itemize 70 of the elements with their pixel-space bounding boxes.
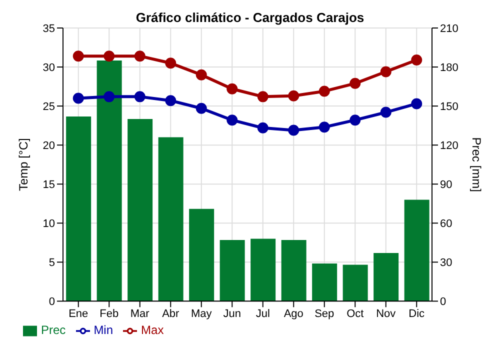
- point: [380, 66, 392, 78]
- point: [411, 98, 422, 110]
- x-tick-label: Ene: [68, 308, 88, 320]
- point: [288, 90, 300, 102]
- x-tick-label: Jul: [256, 308, 270, 320]
- y2-tick-label: 30: [440, 257, 452, 270]
- y-tick-label: 10: [42, 218, 55, 230]
- y-axis-title: Temp [°C]: [16, 138, 30, 191]
- bar: [250, 238, 276, 302]
- point: [72, 92, 84, 104]
- point: [165, 58, 176, 69]
- y-tick-label: 15: [42, 179, 55, 192]
- bar: [189, 208, 214, 302]
- point: [350, 78, 361, 89]
- y-tick-label: 0: [48, 296, 55, 308]
- x-tick-label: Mar: [130, 308, 150, 320]
- bar: [404, 200, 430, 302]
- y2-tick-label: 90: [440, 179, 452, 192]
- x-tick-label: Feb: [100, 308, 119, 320]
- y2-tick-label: 120: [440, 140, 458, 152]
- y-tick-label: 20: [42, 140, 55, 152]
- x-tick-label: Dic: [408, 308, 426, 320]
- point: [226, 114, 238, 126]
- bar: [96, 60, 122, 302]
- point: [165, 95, 176, 106]
- y-tick-label: 35: [42, 22, 55, 35]
- bar: [66, 116, 92, 302]
- point: [288, 124, 300, 136]
- x-tick-label: Ago: [284, 308, 304, 320]
- point: [226, 83, 238, 94]
- point: [196, 69, 207, 80]
- y-tick-label: 25: [42, 100, 55, 113]
- bar: [374, 253, 399, 302]
- legend-label: Max: [141, 323, 164, 338]
- point: [257, 91, 268, 102]
- y2-tick-label: 150: [440, 100, 458, 113]
- point: [257, 122, 268, 134]
- y2-tick-label: 60: [440, 218, 452, 230]
- x-tick-label: Jun: [223, 308, 241, 320]
- point: [104, 91, 115, 102]
- y-tick-label: 30: [42, 62, 55, 74]
- point: [104, 50, 115, 62]
- x-tick-label: Abr: [162, 308, 180, 320]
- point: [318, 122, 330, 133]
- y2-tick-label: 210: [440, 22, 458, 35]
- point: [380, 106, 392, 118]
- legend-label: Min: [94, 323, 114, 338]
- bar: [281, 240, 306, 302]
- y-tick-label: 5: [48, 257, 55, 270]
- point: [318, 86, 330, 97]
- y2-tick-label: 180: [440, 62, 458, 74]
- y2-axis-title: Prec [mm]: [470, 137, 484, 192]
- bar: [128, 119, 153, 302]
- bar: [220, 240, 245, 302]
- x-tick-label: May: [190, 308, 212, 320]
- bar: [342, 264, 368, 302]
- chart-title: Gráfico climático - Cargados Carajos: [136, 10, 364, 25]
- bar: [312, 263, 338, 302]
- point: [350, 114, 361, 126]
- point: [134, 50, 146, 62]
- x-tick-label: Sep: [314, 308, 334, 320]
- point: [134, 91, 146, 102]
- point: [72, 50, 84, 62]
- y2-tick-label: 0: [440, 296, 446, 308]
- x-tick-label: Oct: [346, 308, 364, 320]
- legend-label: Prec: [41, 323, 66, 338]
- bar: [158, 137, 184, 302]
- point: [196, 102, 207, 114]
- x-tick-label: Nov: [376, 308, 396, 320]
- point: [411, 54, 422, 66]
